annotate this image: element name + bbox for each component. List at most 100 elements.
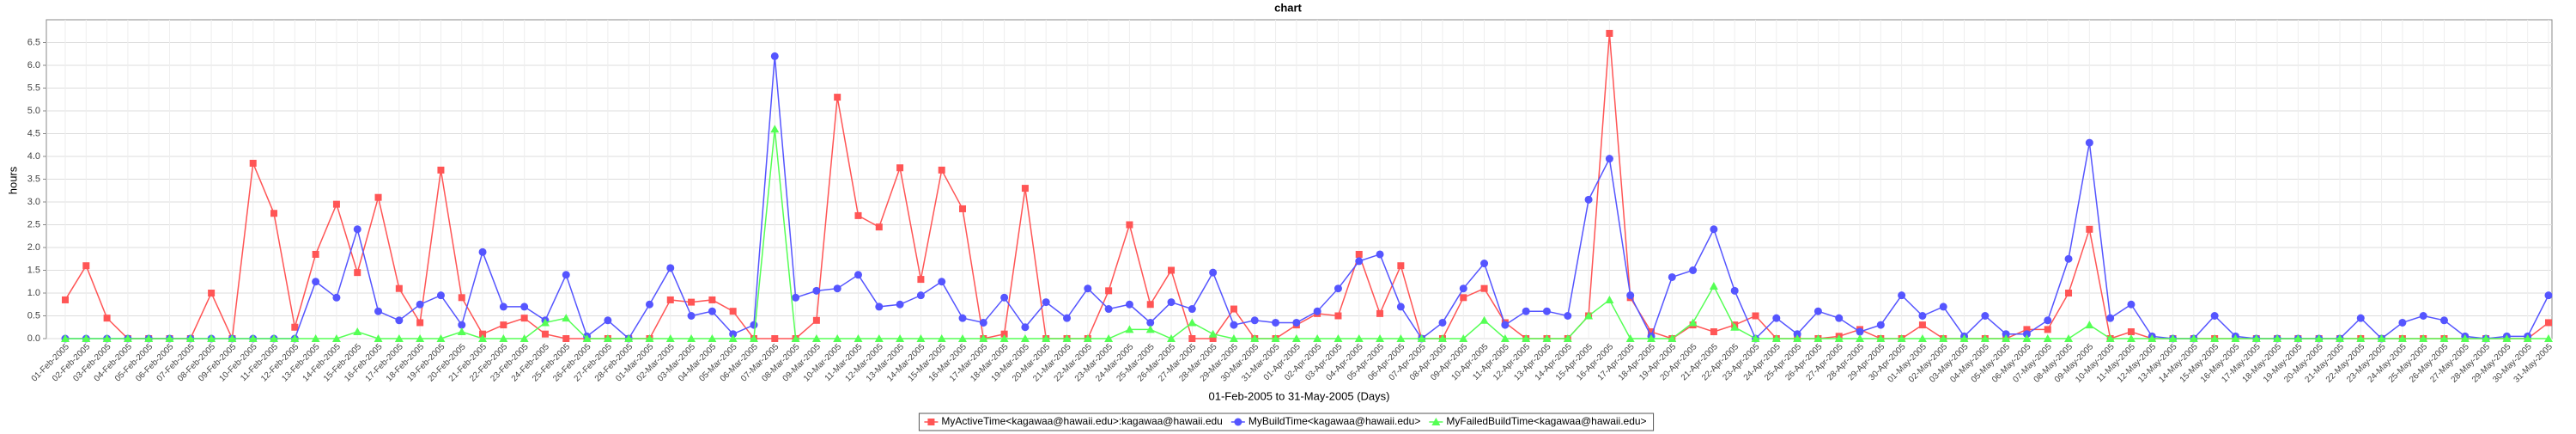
marker bbox=[458, 321, 466, 329]
marker bbox=[1063, 314, 1072, 322]
marker bbox=[165, 334, 174, 342]
marker bbox=[665, 334, 675, 342]
marker bbox=[750, 321, 758, 329]
marker bbox=[1230, 305, 1237, 313]
marker bbox=[1104, 334, 1114, 342]
marker bbox=[708, 307, 716, 315]
marker bbox=[2105, 334, 2115, 342]
marker bbox=[874, 334, 884, 342]
marker bbox=[1710, 225, 1718, 234]
marker bbox=[2085, 138, 2093, 147]
marker bbox=[1354, 334, 1364, 342]
marker bbox=[291, 323, 299, 331]
marker bbox=[1459, 334, 1468, 342]
x-axis-label: 01-Feb-2005 to 31-May-2005 (Days) bbox=[1209, 389, 1390, 402]
marker bbox=[2189, 334, 2198, 342]
marker bbox=[1188, 318, 1197, 327]
marker bbox=[416, 334, 425, 342]
marker bbox=[1083, 334, 1092, 342]
legend: MyActiveTime<kagawaa@hawaii.edu>:kagawaa… bbox=[918, 413, 1655, 431]
marker bbox=[854, 334, 863, 342]
marker bbox=[938, 166, 945, 174]
marker bbox=[979, 318, 987, 327]
y-tick-label: 4.0 bbox=[27, 151, 40, 162]
legend-label: MyBuildTime<kagawaa@hawaii.edu> bbox=[1249, 415, 1421, 427]
marker bbox=[2544, 334, 2553, 342]
marker bbox=[123, 334, 132, 342]
marker bbox=[1355, 250, 1363, 258]
marker bbox=[1918, 312, 1927, 320]
y-tick-label: 3.0 bbox=[27, 197, 40, 207]
marker bbox=[1042, 334, 1051, 342]
marker bbox=[2439, 316, 2448, 325]
marker bbox=[2356, 314, 2365, 322]
marker bbox=[562, 314, 571, 322]
marker bbox=[1646, 334, 1656, 342]
marker bbox=[2022, 334, 2032, 342]
marker bbox=[2127, 328, 2135, 336]
marker bbox=[770, 52, 779, 60]
marker bbox=[1752, 312, 1759, 320]
marker bbox=[354, 269, 361, 277]
marker bbox=[708, 334, 717, 342]
marker bbox=[394, 334, 404, 342]
marker bbox=[1542, 307, 1551, 315]
marker bbox=[958, 334, 968, 342]
marker bbox=[1689, 266, 1698, 274]
marker bbox=[1334, 334, 1343, 342]
marker bbox=[2064, 254, 2073, 263]
marker bbox=[1334, 284, 1342, 293]
marker bbox=[1396, 303, 1405, 311]
marker bbox=[437, 166, 445, 174]
marker bbox=[2043, 334, 2052, 342]
marker bbox=[854, 211, 862, 219]
marker bbox=[270, 334, 279, 342]
marker bbox=[1188, 335, 1196, 342]
marker bbox=[1710, 328, 1717, 336]
legend-item: MyBuildTime<kagawaa@hawaii.edu> bbox=[1230, 415, 1421, 427]
marker bbox=[2356, 334, 2366, 342]
marker bbox=[374, 307, 383, 315]
marker bbox=[2126, 334, 2136, 342]
marker bbox=[896, 300, 904, 309]
marker bbox=[353, 225, 361, 234]
marker bbox=[2085, 321, 2094, 329]
marker bbox=[2419, 312, 2427, 320]
marker bbox=[1146, 318, 1155, 327]
marker bbox=[457, 327, 466, 336]
marker bbox=[1959, 334, 1969, 342]
marker bbox=[937, 334, 946, 342]
marker bbox=[1146, 301, 1154, 309]
marker bbox=[1793, 334, 1802, 342]
marker bbox=[833, 334, 842, 342]
marker bbox=[770, 125, 780, 133]
marker bbox=[416, 319, 424, 327]
marker bbox=[249, 159, 257, 167]
marker bbox=[312, 250, 319, 258]
marker bbox=[436, 291, 445, 300]
marker bbox=[1105, 287, 1113, 295]
y-tick-label: 0.0 bbox=[27, 333, 40, 344]
marker bbox=[1459, 284, 1467, 293]
marker bbox=[1668, 334, 1677, 342]
y-tick-label: 1.0 bbox=[27, 288, 40, 298]
marker bbox=[1771, 334, 1781, 342]
marker bbox=[687, 312, 696, 320]
marker bbox=[2231, 334, 2240, 342]
marker bbox=[2544, 291, 2553, 300]
marker bbox=[1751, 334, 1760, 342]
marker bbox=[645, 300, 653, 309]
series-line bbox=[65, 56, 2549, 340]
marker bbox=[749, 334, 758, 342]
marker bbox=[1772, 314, 1781, 322]
marker bbox=[1460, 294, 1467, 302]
marker bbox=[1020, 334, 1030, 342]
legend-label: MyActiveTime<kagawaa@hawaii.edu>:kagawaa… bbox=[941, 415, 1222, 427]
marker bbox=[1250, 334, 1260, 342]
marker bbox=[1500, 334, 1510, 342]
marker bbox=[1313, 334, 1322, 342]
marker bbox=[2002, 334, 2011, 342]
marker bbox=[353, 327, 362, 336]
marker bbox=[1709, 282, 1718, 290]
